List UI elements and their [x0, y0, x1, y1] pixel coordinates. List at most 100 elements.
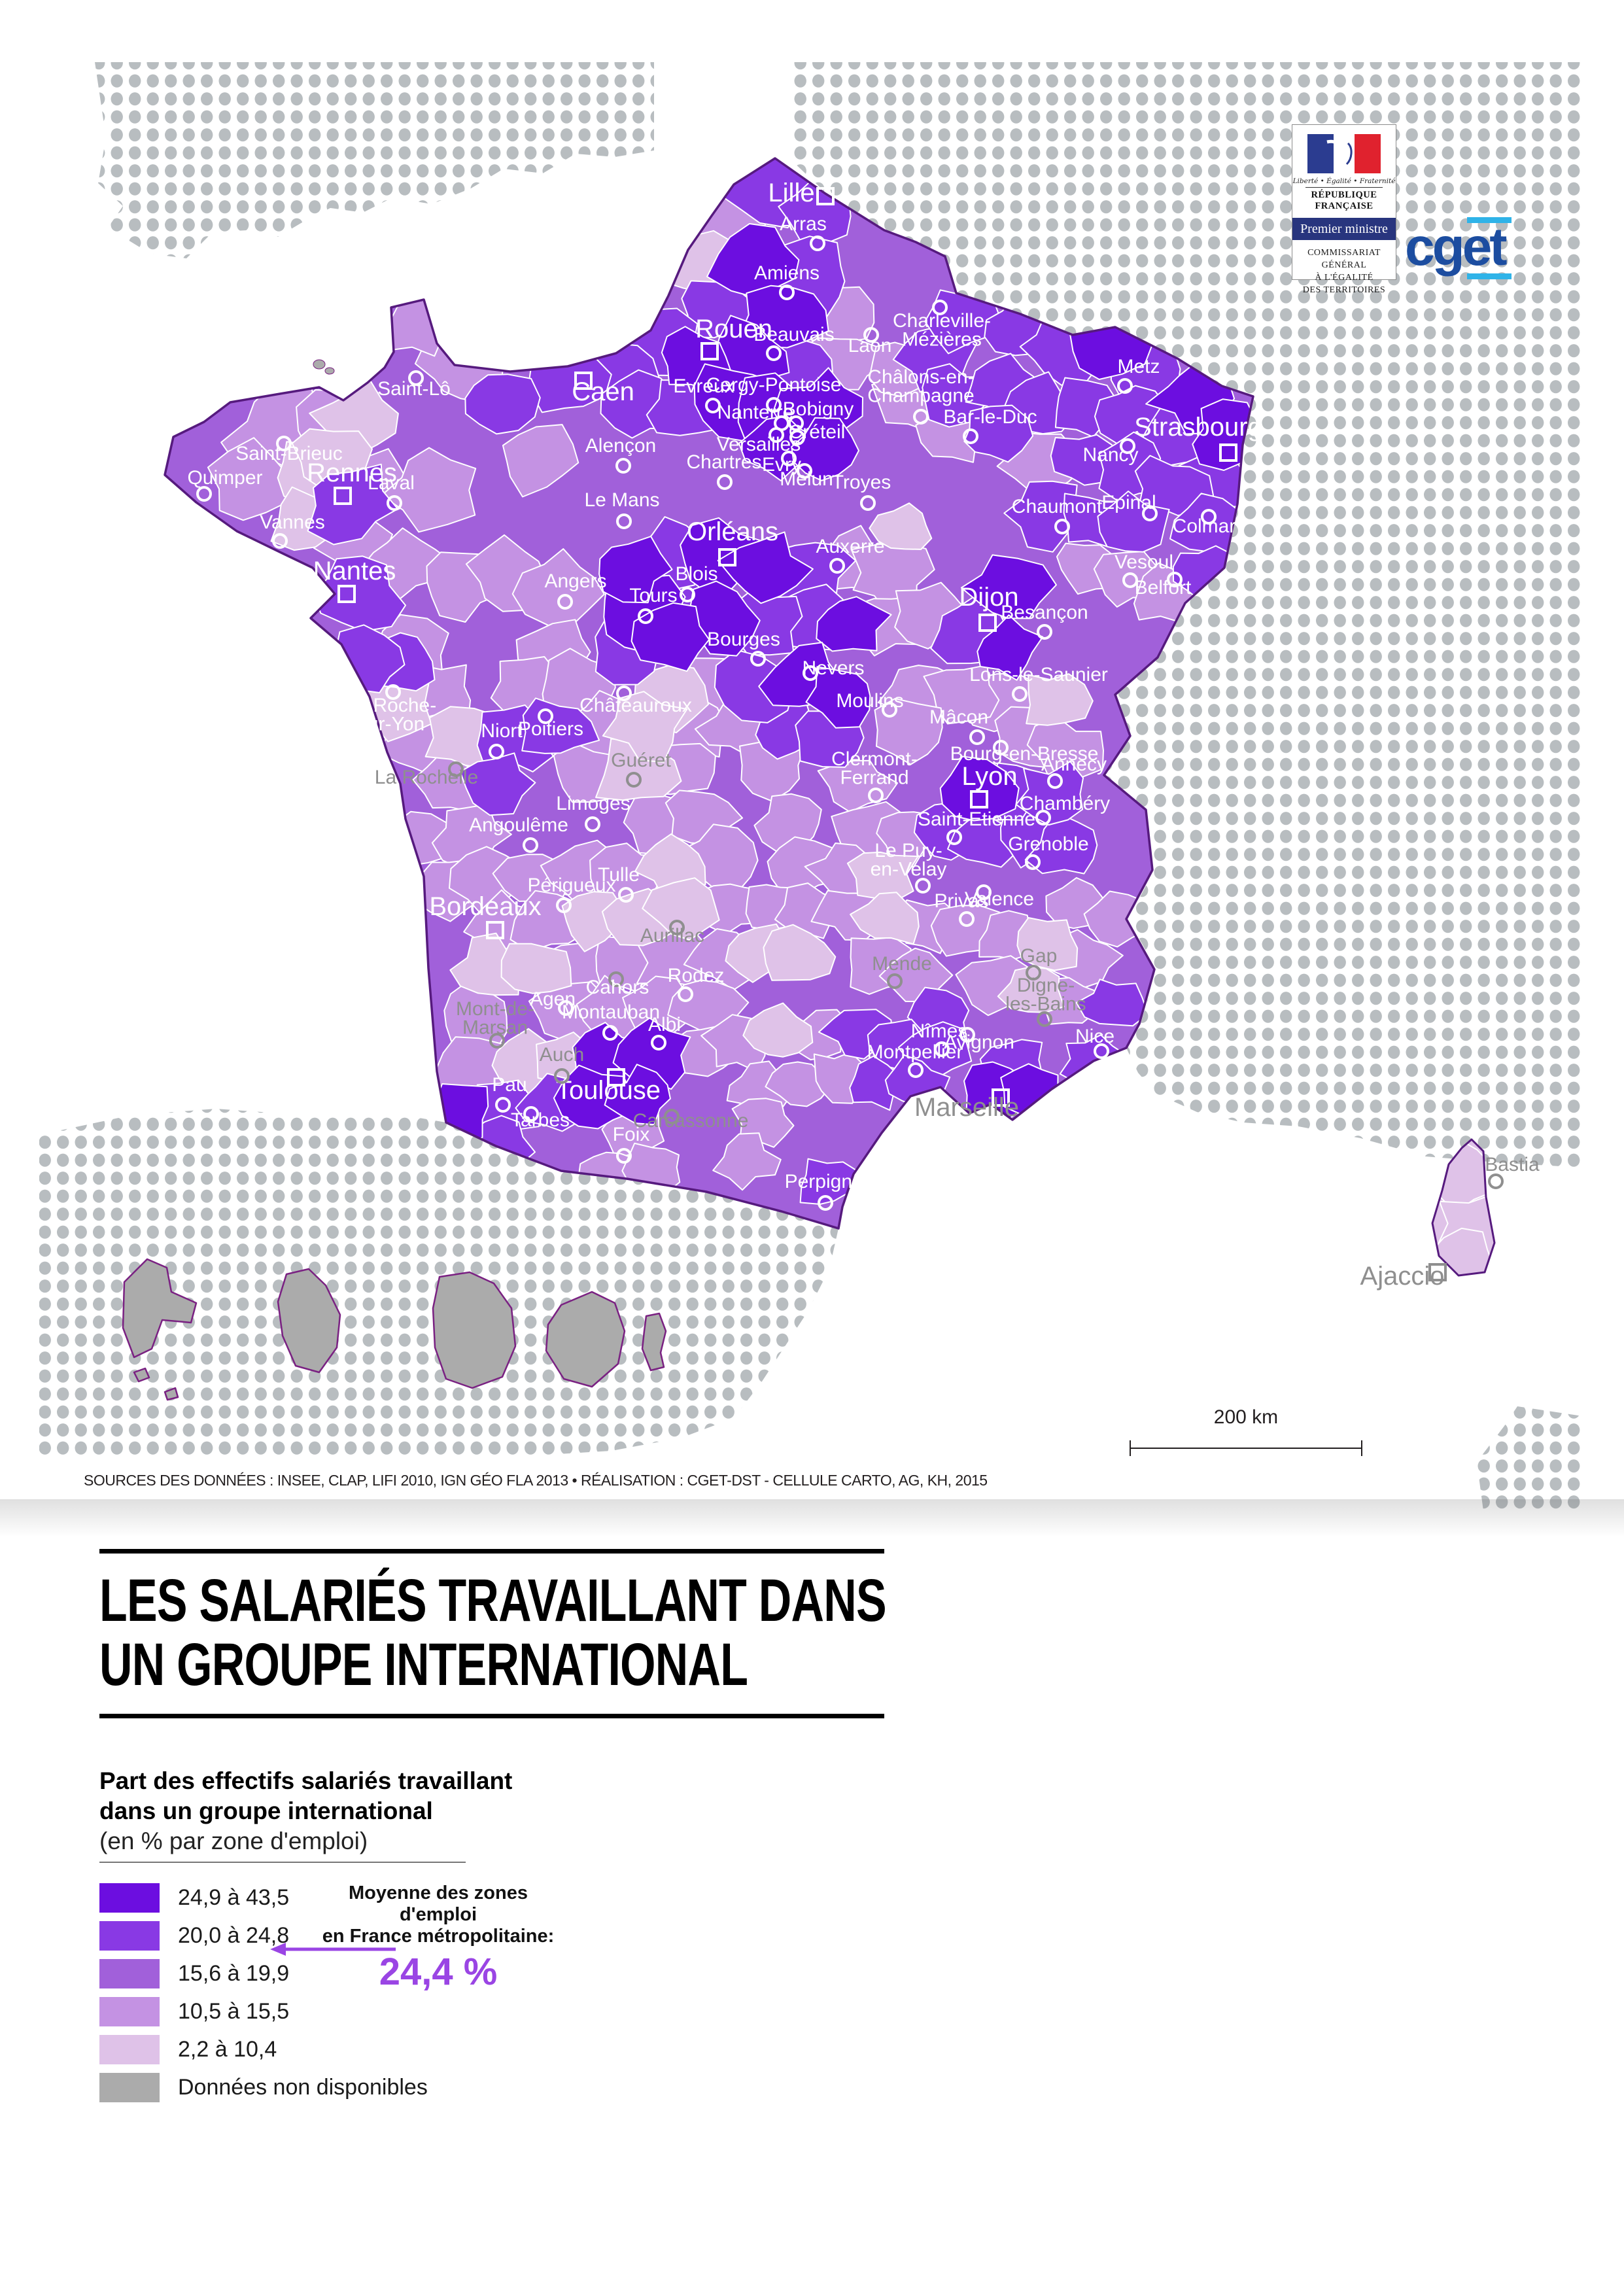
city-châlons-en--champagne: Châlons-en-Champagne [867, 366, 975, 425]
cget-wordmark: cget [1405, 217, 1508, 277]
svg-text:Toulouse: Toulouse [556, 1076, 661, 1105]
svg-text:Tours: Tours [629, 585, 677, 606]
city-blois: Blois [675, 563, 718, 602]
svg-text:Le Mans: Le Mans [584, 489, 659, 511]
city-grenoble: Grenoble [1008, 833, 1089, 870]
city-périgueux: Périgueux [527, 875, 616, 913]
svg-text:Metz: Metz [1117, 356, 1160, 377]
svg-text:Châteauroux: Châteauroux [579, 695, 692, 716]
zone [642, 877, 720, 941]
commissariat-name: COMMISSARIAT GÉNÉRAL À L'ÉGALITÉ DES TERRIT… [1302, 248, 1386, 295]
city-tulle: Tulle [598, 864, 640, 903]
svg-text:Besançon: Besançon [1001, 602, 1088, 623]
legend-row-0: 24,9 à 43,5 [99, 1879, 428, 1917]
zone [963, 404, 1034, 463]
svg-text:Troyes: Troyes [832, 472, 891, 493]
city-carcassonne: Carcassonne [633, 1109, 749, 1132]
zone [1026, 673, 1094, 726]
svg-text:Chambéry: Chambéry [1020, 793, 1110, 814]
zone [717, 531, 814, 604]
zone [500, 943, 572, 994]
svg-text:Chartres: Chartres [686, 451, 761, 473]
city-bastia: Bastia [1485, 1154, 1540, 1189]
city-agen: Agen [530, 988, 576, 1016]
divider [1305, 187, 1383, 188]
city-gap: Gap [1020, 945, 1057, 981]
legend-row-3: 10,5 à 15,5 [99, 1992, 428, 2030]
city-lons-le-saunier: Lons-le-Saunier [969, 664, 1108, 702]
cget-bar-top [1467, 217, 1512, 223]
city-bar-le-duc: Bar-le-Duc [943, 406, 1037, 444]
svg-text:Lons-le-Saunier: Lons-le-Saunier [969, 664, 1108, 686]
city-nîmes: Nîmes [911, 1020, 967, 1057]
city-troyes: Troyes [832, 472, 891, 511]
legend-title: Part des effectifs salariés travaillant … [99, 1766, 512, 1856]
zone [1024, 812, 1098, 875]
city-saint-etienne: Saint-Etienne [918, 808, 1035, 845]
svg-text:Mâcon: Mâcon [929, 706, 988, 728]
zone [1075, 979, 1149, 1027]
legend-swatch [99, 2072, 160, 2102]
zone [307, 463, 399, 546]
svg-text:Laval: Laval [368, 472, 415, 494]
zone [817, 759, 899, 813]
zone [1015, 761, 1084, 826]
zone [511, 548, 605, 627]
city-châteauroux: Châteauroux [579, 686, 692, 716]
republique-francaise-logo: Liberté • Égalité • Fraternité RÉPUBLIQU… [1292, 124, 1396, 295]
svg-text:Colmar: Colmar [1173, 515, 1236, 537]
city-guéret: Guéret [611, 750, 672, 788]
svg-text:Avignon: Avignon [944, 1032, 1014, 1053]
french-flag-marianne-icon [1307, 134, 1381, 173]
city-cergy-pontoise: Cergy-Pontoise [706, 374, 841, 413]
legend-swatch [99, 1883, 160, 1913]
svg-text:Guéret: Guéret [611, 750, 671, 771]
city-metz: Metz [1117, 356, 1160, 394]
zone [528, 355, 612, 413]
city-chaumont: Chaumont [1012, 496, 1103, 534]
legend-swatch [99, 1920, 160, 1951]
city-cahors: Cahors [586, 971, 649, 998]
channel-islands [313, 359, 335, 375]
city-epinal: Epinal [1101, 492, 1158, 521]
svg-text:Bar-le-Duc: Bar-le-Duc [943, 406, 1037, 428]
svg-text:Strasbourg: Strasbourg [1134, 413, 1262, 442]
city-pau: Pau [492, 1074, 527, 1113]
sardinia-dots [1477, 1406, 1583, 1511]
city-aurillac: Aurillac [640, 920, 704, 946]
city-nevers: Nevers [802, 657, 865, 681]
svg-text:Bastia: Bastia [1485, 1154, 1540, 1175]
city-dijon: Dijon [959, 583, 1019, 632]
france-choropleth-map: Lille Rouen Caen Rennes Nantes Orléans Strasbo… [39, 62, 1583, 1511]
svg-text:Carcassonne: Carcassonne [633, 1110, 749, 1132]
svg-text:Montauban: Montauban [562, 1001, 660, 1023]
city-valence: Valence [965, 884, 1034, 910]
city-créteil: Créteil [789, 421, 845, 445]
mean-annotation-line1: Moyenne des zones d'emploi [349, 1883, 528, 1925]
motto: Liberté • Égalité • Fraternité [1292, 177, 1396, 185]
city-saint-brieuc: Saint-Brieuc [235, 436, 343, 464]
city-nice: Nice [1075, 1026, 1114, 1059]
city-angoulême: Angoulême [469, 814, 568, 853]
legend-label: 24,9 à 43,5 [178, 1884, 290, 1910]
continental-europe-dots [791, 62, 1583, 1168]
svg-text:Rennes: Rennes [307, 459, 397, 487]
svg-text:Pau: Pau [492, 1074, 527, 1096]
data-sources: SOURCES DES DONNÉES : INSEE, CLAP, LIFI … [84, 1472, 988, 1489]
map-shadow [0, 1499, 1624, 1537]
svg-text:Arras: Arras [780, 213, 827, 235]
legend-swatch [99, 1958, 160, 1988]
city-limoges: Limoges [556, 793, 631, 832]
svg-text:Montpellier: Montpellier [867, 1041, 963, 1063]
legend-title-line2: dans un groupe international [99, 1797, 433, 1824]
svg-text:Evry: Evry [762, 454, 801, 476]
city-lille: Lille [768, 179, 835, 207]
svg-text:Le Puy-en-Velay: Le Puy-en-Velay [871, 840, 947, 880]
svg-text:La Roche-sur-Yon: La Roche-sur-Yon [346, 695, 436, 735]
city-labels: Lille Rouen Caen Rennes Nantes Orléans Strasbo… [187, 179, 1540, 1291]
svg-text:Châlons-en-Champagne: Châlons-en-Champagne [867, 366, 974, 407]
cget-logo: cget [1405, 216, 1536, 288]
svg-text:Nancy: Nancy [1082, 444, 1138, 466]
svg-text:Niort: Niort [481, 720, 523, 742]
svg-text:Laon: Laon [848, 335, 892, 356]
